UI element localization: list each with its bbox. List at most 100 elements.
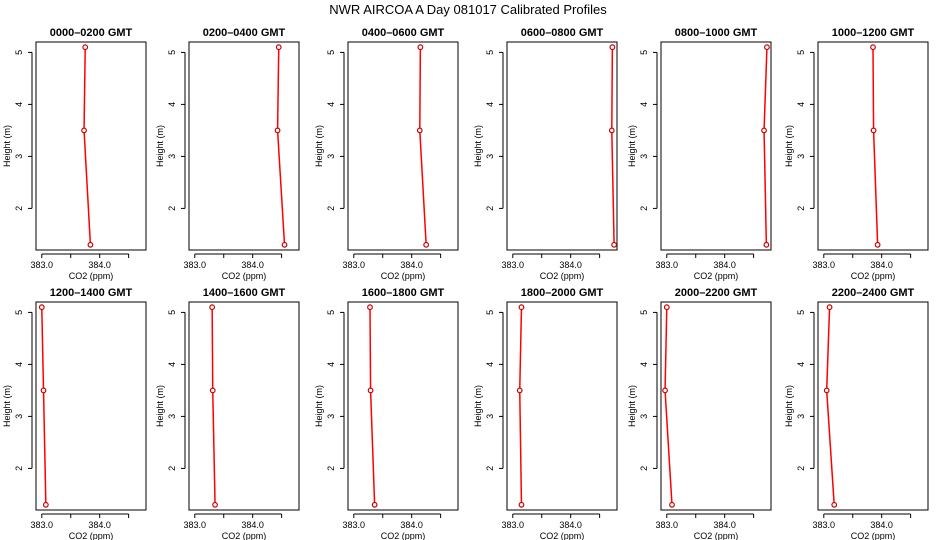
x-axis-label: CO2 (ppm) [540, 531, 585, 540]
x-tick-label: 384.0 [241, 260, 264, 270]
x-tick-label: 383.0 [31, 260, 54, 270]
y-tick-label: 3 [14, 414, 24, 419]
data-point [874, 241, 881, 248]
y-tick-label: 5 [167, 50, 177, 55]
data-point [609, 44, 616, 51]
data-point [281, 241, 288, 248]
y-tick-label: 5 [326, 50, 336, 55]
y-tick-label: 4 [14, 362, 24, 367]
x-tick-label: 383.0 [343, 520, 366, 530]
y-tick-label: 2 [639, 206, 649, 211]
data-point [823, 387, 830, 394]
y-tick-label: 4 [796, 362, 806, 367]
profile-line [664, 307, 673, 505]
profile-line [518, 307, 523, 505]
y-tick-label: 3 [326, 414, 336, 419]
data-point [831, 501, 838, 508]
plot-frame [506, 41, 618, 251]
y-tick-label: 3 [796, 154, 806, 159]
data-point [764, 44, 770, 51]
profile-line [763, 47, 768, 245]
plot-frame [817, 41, 929, 251]
y-tick-label: 4 [326, 362, 336, 367]
plot-frame [188, 301, 300, 511]
y-axis-label: Height (m) [784, 125, 794, 167]
y-tick-label: 2 [485, 466, 495, 471]
data-point [663, 304, 670, 311]
panel-title: 2000–2200 GMT [675, 287, 758, 299]
x-axis-label: CO2 (ppm) [381, 271, 426, 281]
x-tick-label: 383.0 [31, 520, 54, 530]
x-tick-label: 384.0 [713, 520, 736, 530]
data-point [763, 241, 770, 248]
y-tick-label: 5 [639, 310, 649, 315]
panel-title: 2200–2400 GMT [832, 287, 915, 299]
data-point [367, 304, 373, 311]
x-axis-label: CO2 (ppm) [540, 271, 585, 281]
y-tick-label: 5 [14, 310, 24, 315]
data-point [416, 127, 423, 134]
y-tick-label: 3 [639, 414, 649, 419]
y-tick-label: 2 [167, 206, 177, 211]
x-axis-label: CO2 (ppm) [222, 271, 267, 281]
data-point [518, 501, 525, 508]
x-tick-label: 383.0 [184, 520, 207, 530]
y-tick-label: 2 [326, 206, 336, 211]
data-point [274, 127, 281, 134]
x-tick-label: 384.0 [870, 260, 893, 270]
x-tick-label: 384.0 [870, 520, 893, 530]
y-tick-label: 2 [326, 466, 336, 471]
y-tick-label: 5 [796, 310, 806, 315]
y-tick-label: 3 [14, 154, 24, 159]
x-tick-label: 383.0 [656, 520, 679, 530]
y-tick-label: 4 [326, 102, 336, 107]
panel-title: 1200–1400 GMT [50, 287, 133, 299]
data-point [82, 44, 89, 51]
profile-line [276, 47, 286, 245]
data-point [38, 304, 45, 311]
data-point [42, 501, 49, 508]
y-tick-label: 4 [485, 102, 495, 107]
y-axis-label: Height (m) [473, 125, 483, 167]
plot-frame [347, 41, 459, 251]
y-tick-label: 4 [796, 102, 806, 107]
y-axis-label: Height (m) [2, 385, 12, 427]
data-point [516, 387, 523, 394]
data-point [518, 304, 525, 311]
data-point [367, 387, 374, 394]
y-tick-label: 5 [14, 50, 24, 55]
data-point [870, 127, 877, 134]
x-tick-label: 384.0 [713, 260, 736, 270]
y-axis-label: Height (m) [784, 385, 794, 427]
panel-title: 1800–2000 GMT [521, 287, 604, 299]
x-axis-label: CO2 (ppm) [69, 271, 114, 281]
plot-frame [188, 41, 300, 251]
y-tick-label: 5 [167, 310, 177, 315]
y-tick-label: 2 [796, 206, 806, 211]
y-tick-label: 3 [796, 414, 806, 419]
profile-line [83, 47, 92, 245]
profile-line [369, 307, 376, 505]
x-tick-label: 384.0 [559, 260, 582, 270]
plot-frame [660, 301, 772, 511]
figure-title: NWR AIRCOA A Day 081017 Calibrated Profi… [329, 2, 607, 17]
x-tick-label: 383.0 [813, 260, 836, 270]
plot-frame [817, 301, 929, 511]
profile-line [211, 307, 216, 505]
x-axis-label: CO2 (ppm) [69, 531, 114, 540]
panel-title: 0200–0400 GMT [203, 27, 286, 39]
x-axis-label: CO2 (ppm) [381, 531, 426, 540]
data-point [40, 387, 47, 394]
plot-frame [35, 41, 147, 251]
data-point [275, 44, 282, 51]
profile-line [41, 307, 47, 505]
y-axis-label: Height (m) [2, 125, 12, 167]
plot-frame [35, 301, 147, 511]
profile-line [825, 307, 835, 505]
